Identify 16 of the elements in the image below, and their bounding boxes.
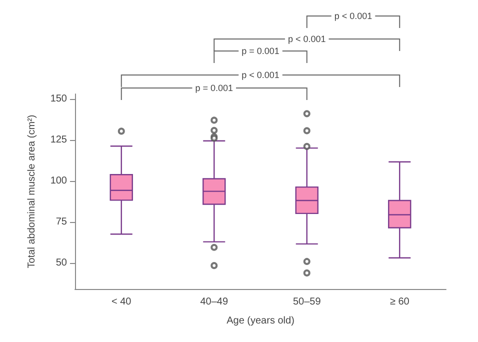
text: p < 0.001 (334, 11, 372, 21)
x-tick-label: 40–49 (200, 296, 228, 308)
text: p < 0.001 (288, 34, 326, 44)
x-tick-label: 50–59 (292, 296, 322, 308)
text: p < 0.001 (242, 70, 280, 80)
y-tick-label: 50 (56, 257, 68, 268)
x-tick-label: ≥ 60 (390, 296, 410, 308)
y-tick-label: 125 (50, 134, 68, 146)
text: p = 0.001 (242, 46, 280, 56)
x-tick-label: < 40 (112, 296, 132, 308)
y-tick-label: 75 (56, 216, 68, 228)
y-axis-title: Total abdominal muscle area (cm²) (26, 114, 38, 268)
y-tick-label: 100 (50, 175, 68, 186)
x-axis-title: Age (years old) (226, 316, 294, 326)
text: p = 0.001 (195, 83, 234, 93)
y-tick-label: 150 (50, 93, 68, 104)
